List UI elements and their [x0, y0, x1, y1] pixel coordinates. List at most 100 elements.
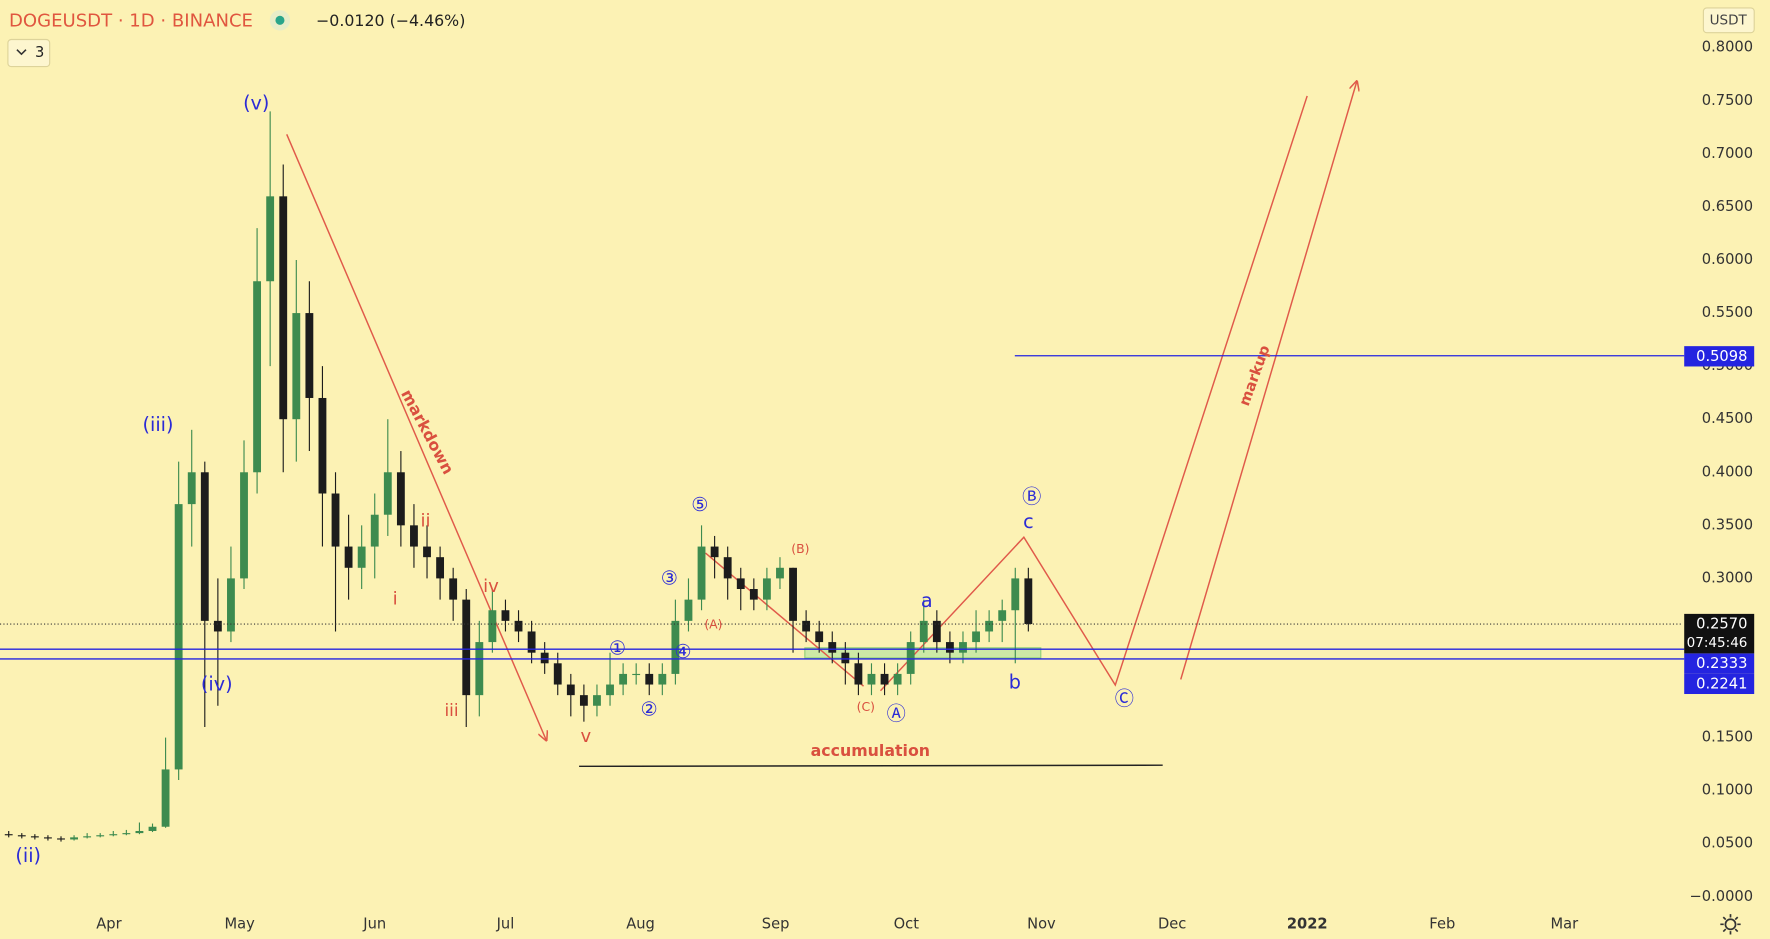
candle-body	[475, 642, 484, 696]
candle-body	[122, 833, 131, 835]
candle-body	[423, 546, 431, 558]
accumulation-zone	[804, 647, 1042, 659]
candle-body	[436, 557, 445, 579]
level-label: 0.5098	[1696, 348, 1747, 365]
x-tick-label: Nov	[1027, 915, 1056, 932]
y-tick-label: 0.6500	[1702, 198, 1753, 215]
candle-body	[70, 837, 78, 840]
candle-body	[697, 546, 706, 600]
candle-body	[96, 835, 105, 837]
annotation: (iv)	[201, 673, 233, 696]
axes: 0.8000 0.7500 0.7000 0.6500 0.6000 0.5500 0.50…	[96, 39, 1755, 932]
annotation: Ⓑ	[1022, 485, 1041, 508]
y-tick-label: 0.1000	[1702, 782, 1753, 799]
projection-line	[879, 95, 1308, 692]
y-tick-label: 0.7500	[1702, 92, 1753, 109]
candle-body	[985, 620, 994, 632]
candle-body	[240, 472, 248, 579]
annotation: b	[1009, 670, 1021, 693]
x-tick-label: Aug	[626, 915, 655, 932]
x-tick-label: Feb	[1429, 915, 1455, 932]
candle-body	[30, 836, 39, 838]
currency-box[interactable]	[1702, 7, 1755, 34]
indicator-toggle[interactable]	[7, 38, 51, 68]
candle-body	[1011, 578, 1020, 611]
candle-body	[370, 514, 379, 547]
annotation: ⑤	[691, 493, 708, 516]
y-tick-label: 0.1500	[1702, 729, 1753, 746]
markdown-line	[286, 134, 547, 740]
y-tick-label: 0.4000	[1702, 463, 1753, 480]
candle-body	[645, 673, 654, 685]
currency: USDT	[1710, 12, 1748, 28]
candle-body	[17, 835, 26, 837]
candle-body	[553, 663, 562, 685]
candle-body	[266, 196, 275, 282]
candle-body	[213, 620, 222, 632]
candle-body	[540, 652, 549, 664]
candle-body	[44, 837, 52, 839]
candle-body	[292, 313, 301, 420]
settings-icon[interactable]	[1720, 914, 1741, 935]
candle-body	[449, 578, 458, 600]
y-tick-label: 0.4500	[1702, 410, 1753, 427]
annotation: c	[1023, 510, 1034, 533]
candle-body	[135, 830, 144, 834]
y-tick-label: 0.8000	[1702, 39, 1753, 56]
annotation: (v)	[243, 91, 269, 114]
candle-body	[109, 834, 118, 836]
y-tick-label: 0.6000	[1702, 251, 1753, 268]
candle-body	[57, 838, 65, 840]
wave-line	[705, 552, 865, 687]
candle-body	[344, 546, 353, 568]
annotation: a	[921, 589, 933, 612]
status-dot	[275, 15, 285, 25]
level-label: 0.2241	[1696, 675, 1747, 692]
annotation: (C)	[857, 699, 875, 714]
y-tick-label: 0.5500	[1702, 304, 1753, 321]
candle-body	[736, 578, 745, 590]
candle-body	[187, 472, 196, 505]
candle-body	[4, 834, 13, 836]
candle-body	[227, 578, 235, 632]
chevron-icon	[16, 49, 27, 56]
last-price-label: 0.2570	[1696, 616, 1747, 633]
candle-body	[579, 695, 588, 706]
candle-body	[841, 652, 850, 664]
candle-body	[802, 620, 811, 632]
candle-body	[357, 546, 366, 568]
annotation: ②	[640, 697, 657, 720]
candle-body	[396, 472, 405, 526]
y-tick-label: 0.0500	[1702, 835, 1753, 852]
annotation: ③	[661, 566, 678, 589]
candle-body	[606, 684, 614, 696]
candle-body	[671, 620, 680, 674]
annotation: accumulation	[811, 741, 930, 760]
level-label-box	[1684, 653, 1755, 674]
candle-body	[932, 620, 941, 643]
candle-body	[972, 631, 980, 643]
candle-body	[867, 673, 876, 685]
candle-body	[919, 620, 928, 643]
candle-body	[632, 673, 641, 676]
candle-body	[383, 472, 392, 515]
annotation: iii	[444, 700, 458, 720]
candle-body	[723, 557, 732, 579]
y-tick-label: −0.0000	[1689, 888, 1753, 905]
candle-body	[488, 610, 497, 643]
annotation: (iii)	[143, 413, 174, 436]
annotation: i	[393, 588, 398, 609]
candle-body	[527, 631, 536, 653]
x-tick-label: Jun	[362, 915, 386, 932]
drawings	[286, 81, 1357, 740]
candle-body	[331, 493, 340, 547]
candle-body	[148, 826, 157, 831]
candle-body	[828, 642, 837, 653]
candle-body	[279, 196, 288, 420]
candle-body	[566, 684, 575, 696]
candle-body	[789, 567, 797, 621]
y-tick-label: 0.7000	[1702, 145, 1753, 162]
candle-body	[945, 642, 954, 653]
candle-body	[1024, 578, 1033, 625]
